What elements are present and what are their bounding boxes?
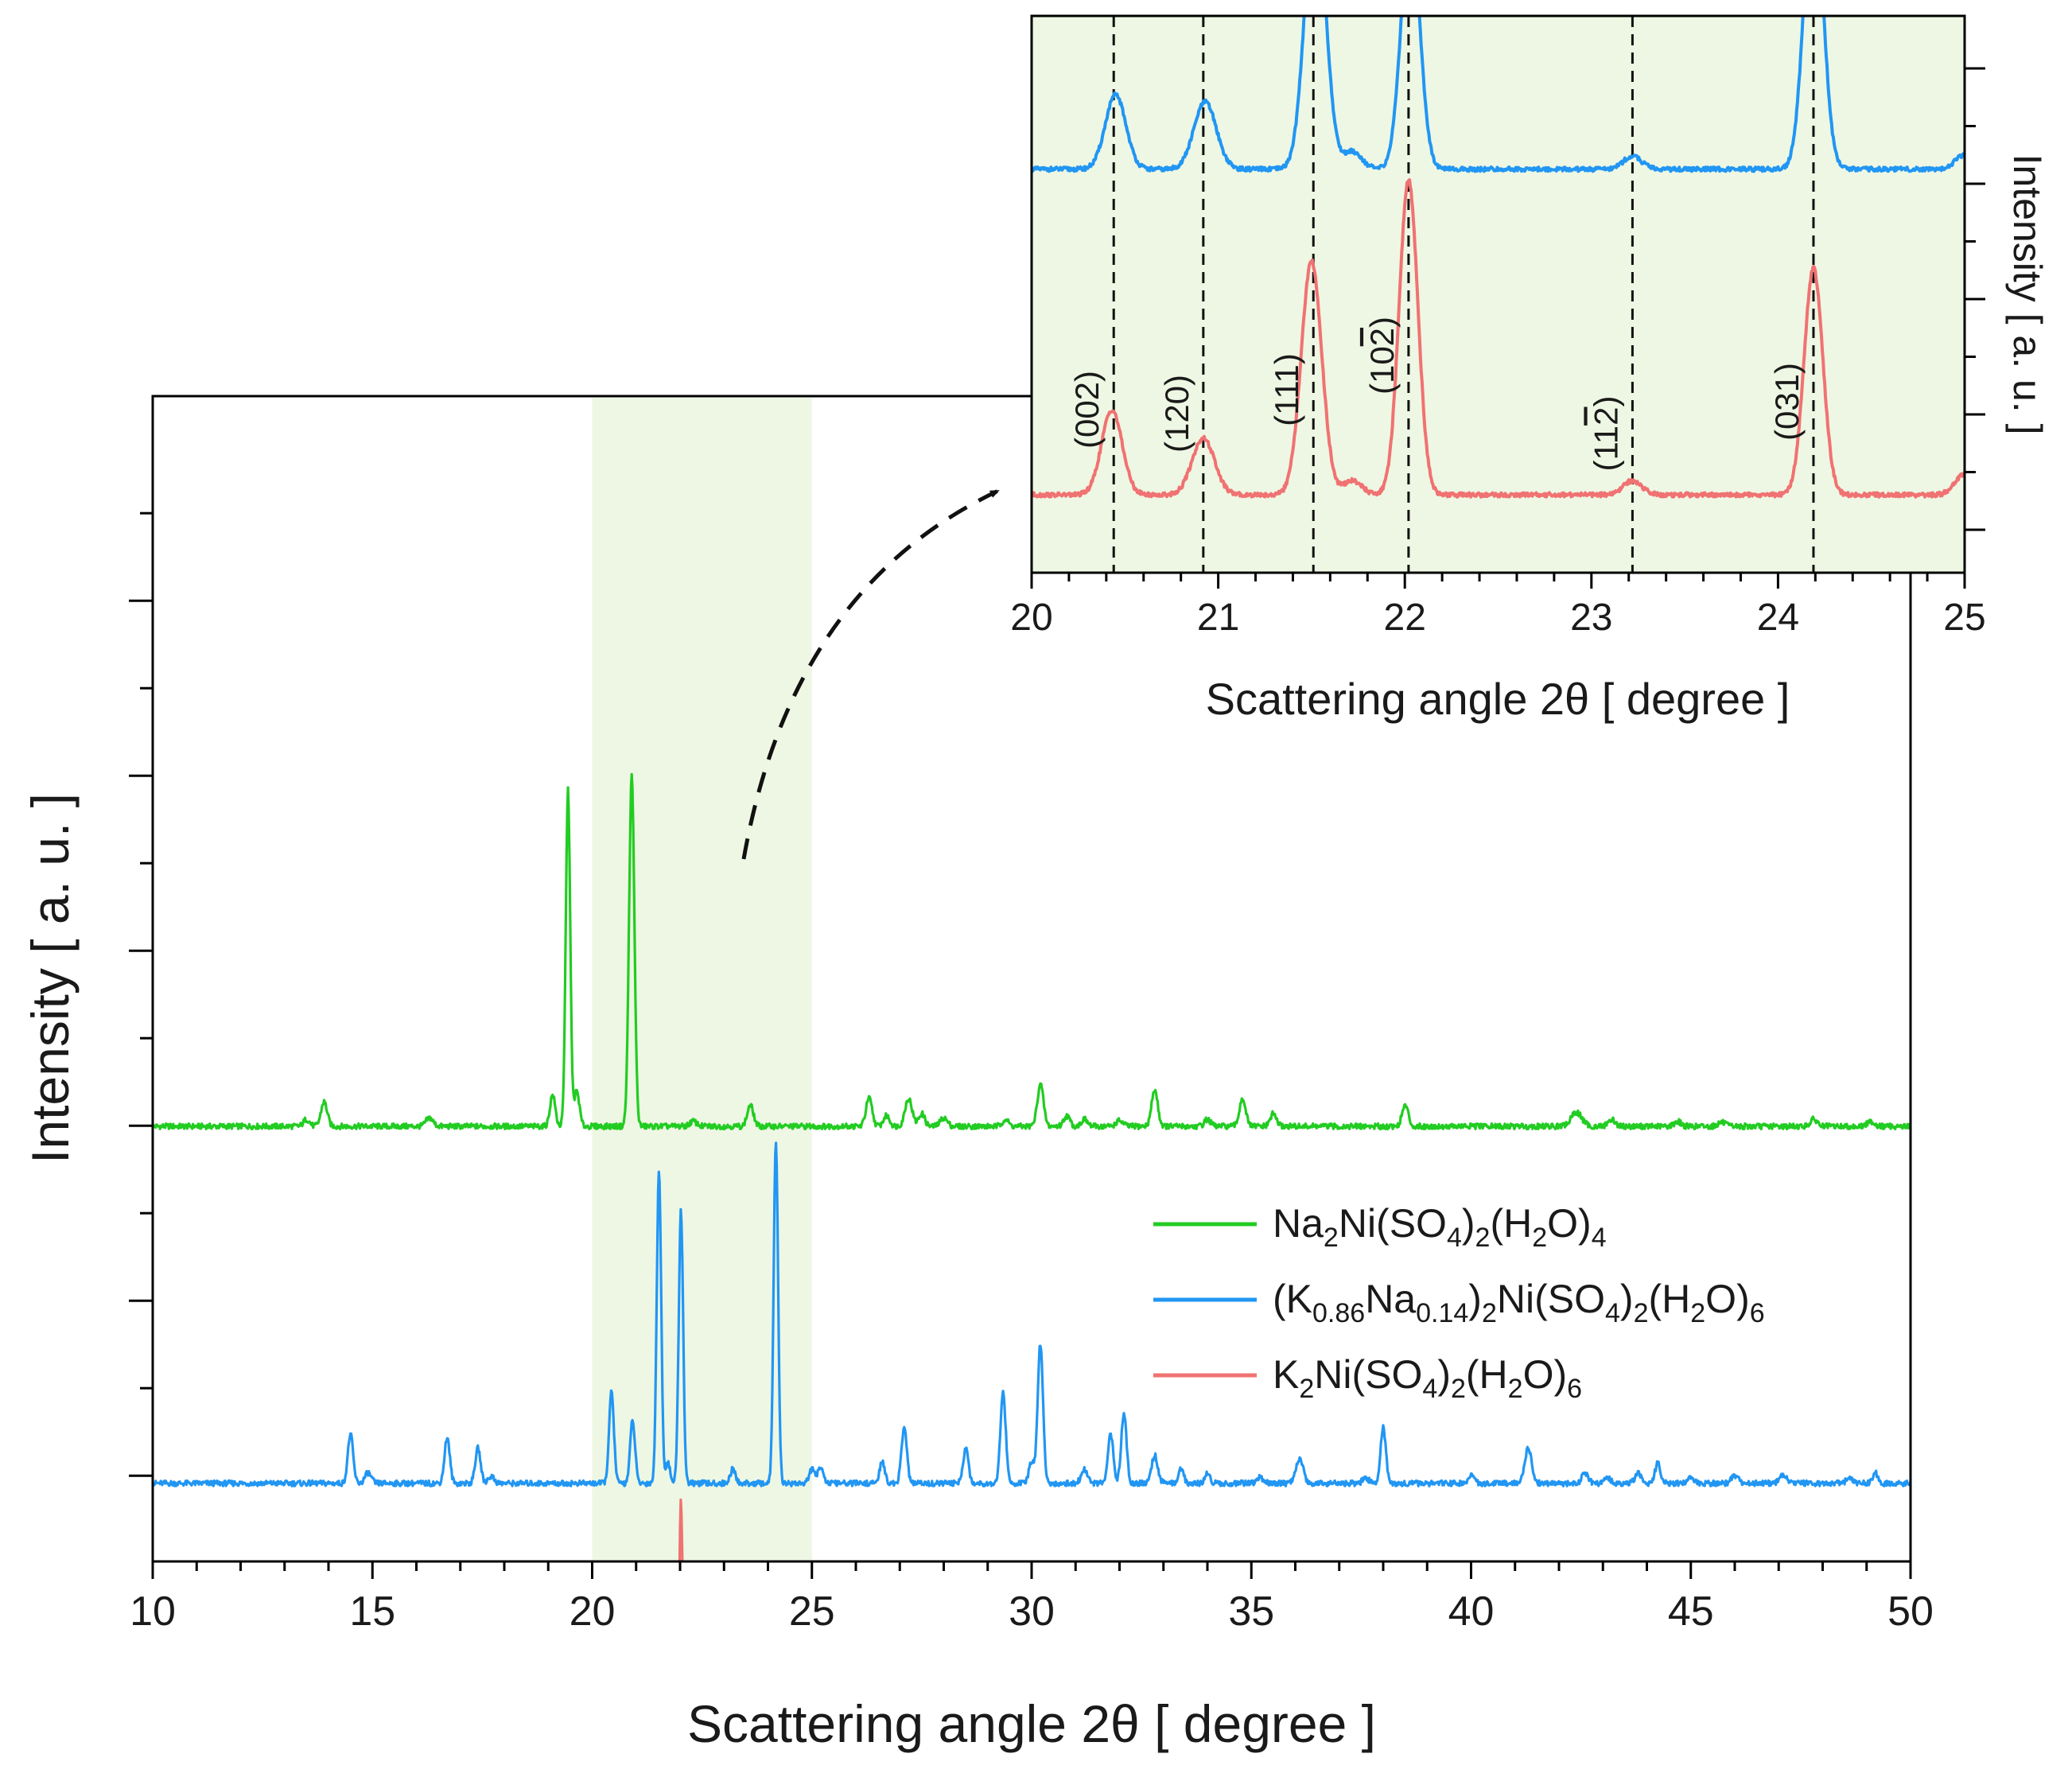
legend-label-kna: (K0.86Na0.14)2Ni(SO4)2(H2O)6 <box>1273 1277 1765 1328</box>
x-tick-label: 10 <box>130 1588 176 1635</box>
inset-x-tick-label: 23 <box>1570 597 1612 639</box>
peak-label: (120) <box>1158 375 1195 453</box>
main-y-axis-label: Intensity [ a. u. ] <box>21 793 80 1164</box>
legend-label-k: K2Ni(SO4)2(H2O)6 <box>1273 1352 1582 1404</box>
svg-text:(111): (111) <box>1268 353 1305 426</box>
inset-y-axis-label: Intensity [ a. u. ] <box>2005 154 2050 435</box>
peak-label: (102) <box>1363 317 1401 395</box>
peak-label: (111) <box>1268 353 1305 426</box>
x-tick-label: 35 <box>1228 1588 1274 1635</box>
inset-x-tick-label: 22 <box>1384 597 1426 639</box>
inset-chart: (002) (120) (111) (102)(112) (031) 20 21 22 23 2… <box>1010 14 2050 724</box>
series-line-na <box>153 772 1911 1131</box>
main-x-ticks: 10 15 20 25 30 35 40 45 50 <box>130 1561 1934 1635</box>
inset-x-tick-label: 25 <box>1943 597 1985 639</box>
x-tick-label: 20 <box>570 1588 616 1635</box>
inset-y-ticks <box>1965 67 1985 531</box>
inset-plot-frame <box>1030 14 1966 574</box>
peak-label: (031) <box>1768 363 1806 441</box>
svg-text:(112): (112) <box>1587 396 1624 472</box>
inset-x-tick-label: 21 <box>1197 597 1239 639</box>
x-tick-label: 45 <box>1668 1588 1714 1635</box>
inset-x-tick-label: 20 <box>1010 597 1052 639</box>
inset-background <box>1032 16 1965 573</box>
x-tick-label: 25 <box>789 1588 835 1635</box>
x-tick-label: 15 <box>349 1588 395 1635</box>
peak-label: (002) <box>1068 371 1106 449</box>
inset-peak-labels: (002) (120) (111) (102) (112) (031) <box>1068 317 1806 472</box>
main-chart: 10 15 20 25 30 35 40 45 50 Scattering angle 2θ [… <box>21 395 1934 1753</box>
legend-label-na: Na2Ni(SO4)2(H2O)4 <box>1273 1201 1607 1253</box>
inset-x-axis-label: Scattering angle 2θ [ degree ] <box>1206 674 1790 724</box>
inset-x-ticks: 20 21 22 23 24 25 <box>1010 573 1986 639</box>
inset-series-line-k <box>1032 178 1965 499</box>
x-tick-label: 50 <box>1887 1588 1934 1635</box>
svg-text:(120): (120) <box>1158 375 1195 453</box>
inset-x-tick-label: 24 <box>1757 597 1799 639</box>
main-y-ticks <box>129 511 153 1477</box>
series-line-kna <box>153 1141 1911 1487</box>
legend: Na2Ni(SO4)2(H2O)4 (K0.86Na0.14)2Ni(SO4)2(… <box>1153 1201 1765 1404</box>
svg-text:(102): (102) <box>1363 317 1401 395</box>
x-tick-label: 30 <box>1009 1588 1055 1635</box>
peak-label: (112) <box>1587 396 1624 472</box>
main-x-axis-label: Scattering angle 2θ [ degree ] <box>687 1694 1376 1753</box>
zoom-arrow <box>741 488 1000 860</box>
svg-text:(031): (031) <box>1768 363 1806 441</box>
svg-text:(002): (002) <box>1068 371 1106 449</box>
inset-series-line-kna <box>1032 16 1965 173</box>
x-tick-label: 40 <box>1448 1588 1495 1635</box>
